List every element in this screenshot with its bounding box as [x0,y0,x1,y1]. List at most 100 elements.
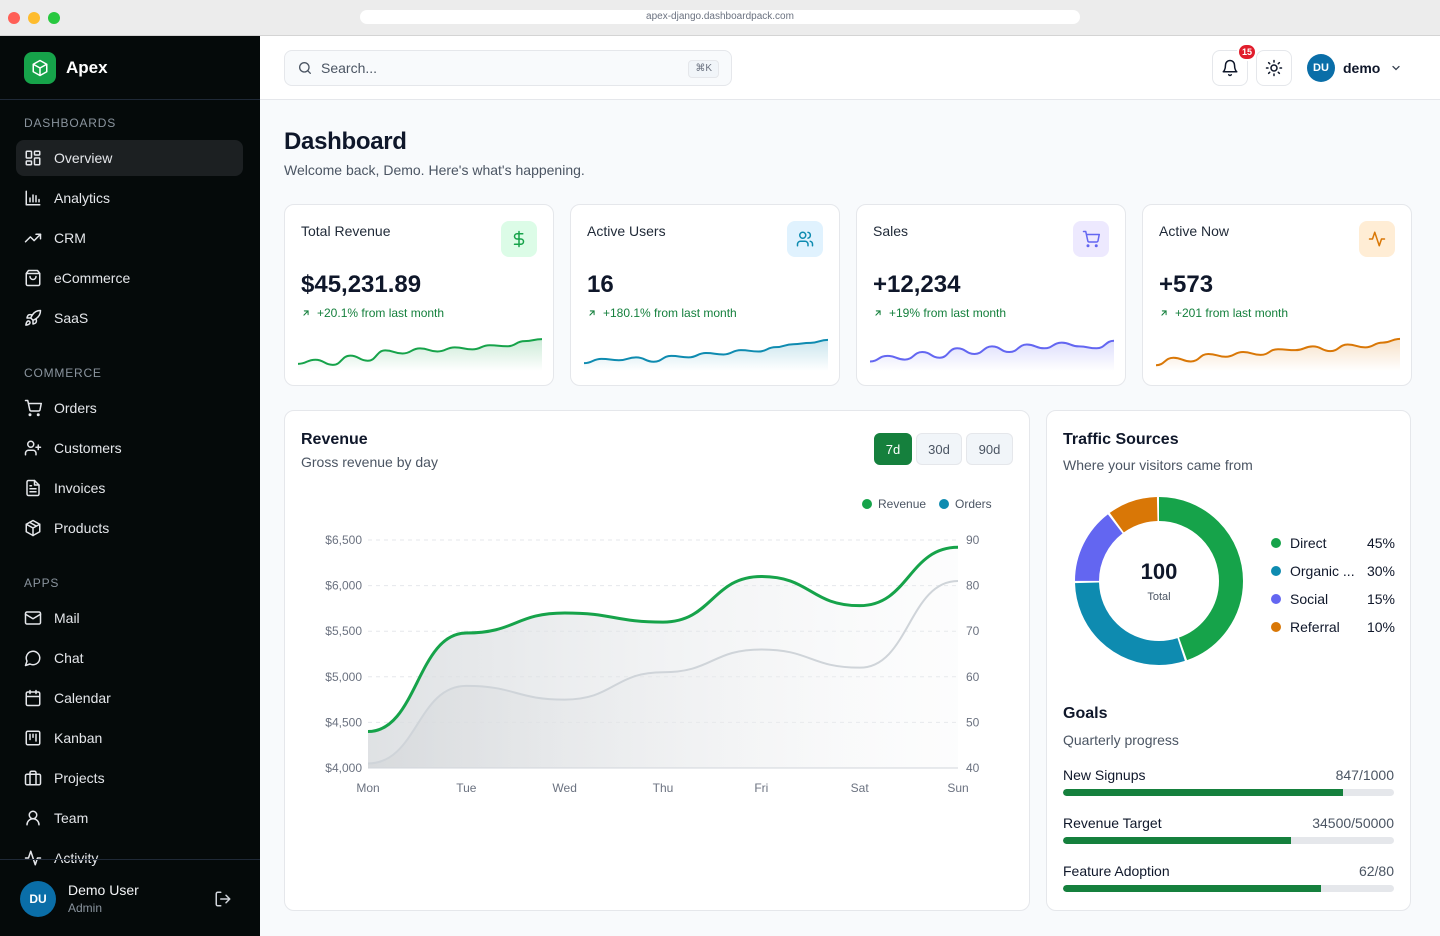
revenue-subtitle: Gross revenue by day [301,454,438,470]
theme-toggle-button[interactable] [1256,50,1292,86]
cube-logo-icon [24,52,56,84]
stat-icon-badge [1359,221,1395,257]
sidebar-item-orders[interactable]: Orders [16,390,243,426]
range-30d-button[interactable]: 30d [916,433,962,465]
legend-revenue[interactable]: Revenue [862,497,926,511]
legend-swatch [1271,538,1281,548]
arrow-up-right-icon [1161,310,1167,316]
sidebar-item-label: Invoices [54,480,106,496]
stat-value: +12,234 [873,271,961,298]
sparkline-line [583,338,829,365]
sidebar-item-analytics[interactable]: Analytics [16,180,243,216]
users-icon [796,231,814,247]
window-minimize-button[interactable] [28,12,40,24]
stat-change: +20.1% from last month [301,306,444,320]
user-name: Demo User [68,882,139,898]
avatar[interactable]: DU [20,881,56,917]
range-7d-button[interactable]: 7d [874,433,912,465]
goal-label: New Signups [1063,767,1146,783]
traffic-subtitle: Where your visitors came from [1063,457,1253,473]
mail-icon [24,611,42,625]
sidebar-item-invoices[interactable]: Invoices [16,470,243,506]
donut-slice-organic[interactable] [1075,497,1243,665]
donut-total-label: Total [1147,591,1171,603]
sparkline [583,338,829,371]
divider [0,99,260,100]
traffic-card: Traffic Sources Where your visitors came… [1046,410,1411,911]
stat-title: Active Now [1159,223,1230,239]
sparkline-area [1156,338,1400,371]
sidebar-item-activity[interactable]: Activity [16,840,243,876]
sidebar-item-products[interactable]: Products [16,510,243,546]
y-tick-right: 90 [966,533,980,547]
cart-icon [1082,230,1100,248]
sidebar-item-overview[interactable]: Overview [16,140,243,176]
stat-change: +180.1% from last month [587,306,737,320]
search-box[interactable]: ⌘K [284,50,732,86]
user-icon [26,810,40,826]
traffic-source-direct[interactable]: Direct 45% [1271,533,1395,553]
traffic-source-organic[interactable]: Organic ... 30% [1271,561,1395,581]
stat-value: $45,231.89 [301,271,422,298]
chevron-down-icon [1392,65,1400,71]
sidebar-item-kanban[interactable]: Kanban [16,720,243,756]
goal-value: 34500/50000 [1312,815,1394,831]
sidebar-item-mail[interactable]: Mail [16,600,243,636]
window-maximize-button[interactable] [48,12,60,24]
sidebar-item-crm[interactable]: CRM [16,220,243,256]
address-bar[interactable]: apex-django.dashboardpack.com [360,10,1080,24]
sidebar-item-saas[interactable]: SaaS [16,300,243,336]
range-90d-button[interactable]: 90d [966,433,1013,465]
sidebar-item-chat[interactable]: Chat [16,640,243,676]
arrow-up-right-icon [589,310,595,316]
stat-icon-badge [501,221,537,257]
stat-change: +201 from last month [1159,306,1288,320]
sidebar-user: DU Demo User Admin [0,859,260,936]
goal-value: 62/80 [1358,863,1394,879]
sidebar-item-customers[interactable]: Customers [16,430,243,466]
stat-change-text: +19% from last month [889,306,1007,320]
profile-menu[interactable]: DU demo [1307,54,1402,82]
source-percent: 30% [1366,563,1395,579]
legend-orders[interactable]: Orders [939,497,992,511]
y-tick-left: $5,500 [325,624,362,638]
sparkline [1155,337,1401,371]
bell-icon [1222,59,1238,77]
sun-icon [1265,59,1283,77]
stat-value: 16 [587,271,614,298]
sidebar-item-label: Customers [54,440,122,456]
sidebar-item-label: Projects [54,770,105,786]
search-input[interactable] [321,60,681,76]
sparkline-area [584,339,828,371]
sidebar-item-ecommerce[interactable]: eCommerce [16,260,243,296]
logout-icon[interactable] [214,890,232,908]
activity-icon [1368,231,1386,247]
sidebar-item-calendar[interactable]: Calendar [16,680,243,716]
sidebar-item-projects[interactable]: Projects [16,760,243,796]
search-icon [299,61,311,74]
sidebar-item-label: SaaS [54,310,89,326]
traffic-donut-chart [1075,497,1243,665]
sidebar-item-label: Overview [54,150,113,166]
sidebar-item-label: Team [54,810,89,826]
window-close-button[interactable] [8,12,20,24]
traffic-source-referral[interactable]: Referral 10% [1271,617,1395,637]
brand[interactable]: Apex [24,52,108,84]
x-tick-sun: Sun [947,781,968,795]
layout-grid-icon [25,150,41,166]
goal-progress-track [1063,837,1394,844]
section-title-apps: APPS [24,576,60,590]
sidebar-item-label: Activity [54,850,99,866]
sidebar-item-team[interactable]: Team [16,800,243,836]
goal-label: Revenue Target [1063,815,1162,831]
donut-slice-direct[interactable] [1075,497,1243,665]
y-tick-left: $4,500 [325,715,362,729]
traffic-source-social[interactable]: Social 15% [1271,589,1395,609]
file-text-icon [26,479,40,497]
notifications-button[interactable]: 15 [1212,43,1257,86]
stat-title: Total Revenue [301,223,391,239]
sidebar-item-label: CRM [54,230,86,246]
revenue-card: Revenue Gross revenue by day 7d 30d 90d … [284,410,1030,911]
profile-name: demo [1343,60,1381,76]
stat-card-active-now: Active Now +573 +201 from last month [1142,204,1412,386]
